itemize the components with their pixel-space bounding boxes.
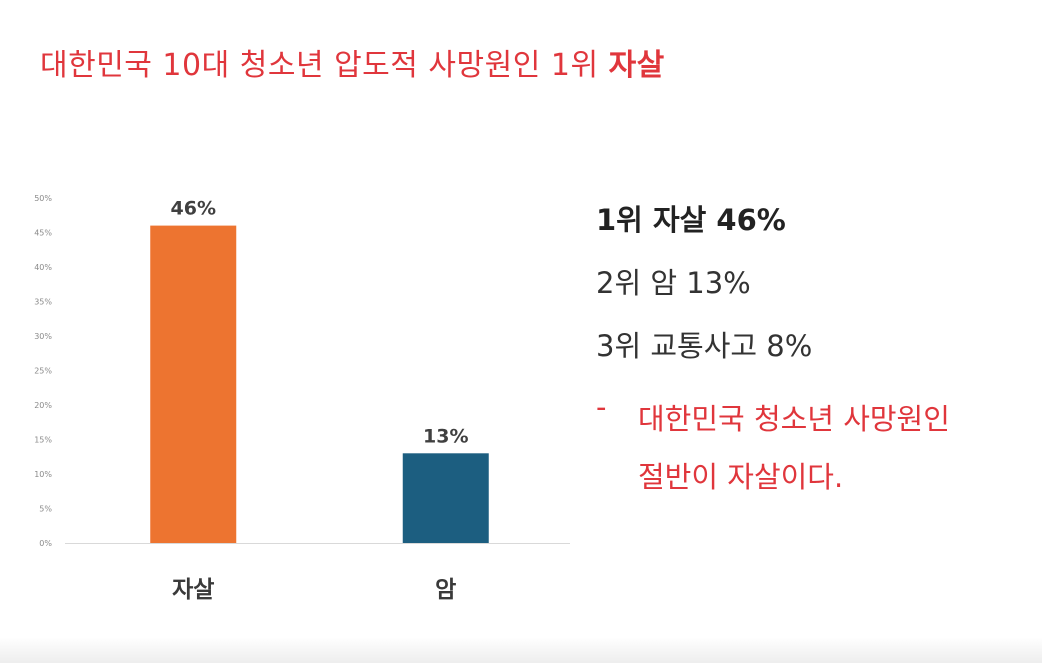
data-label: 13% (423, 425, 468, 447)
y-tick-label: 5% (39, 505, 52, 514)
y-tick-label: 45% (34, 229, 52, 238)
y-tick-label: 10% (34, 470, 52, 479)
y-tick-label: 0% (39, 539, 52, 548)
y-tick-label: 40% (34, 263, 52, 272)
category-label: 자살 (172, 577, 214, 603)
note-line-1: 대한민국 청소년 사망원인 (638, 402, 950, 436)
ranking-list: 1위 자살 46% 2위 암 13% 3위 교통사고 8% (596, 198, 812, 387)
y-tick-label: 50% (34, 194, 52, 203)
bar (402, 453, 489, 543)
rank-item-1: 1위 자살 46% (596, 203, 786, 237)
note-dash: - (596, 390, 607, 424)
rank-item-3: 3위 교통사고 8% (596, 329, 813, 363)
y-tick-label: 20% (34, 401, 52, 410)
rank-item-2: 2위 암 13% (596, 266, 751, 300)
category-label: 암 (435, 577, 456, 603)
y-tick-label: 25% (34, 367, 52, 376)
y-tick-label: 35% (34, 298, 52, 307)
y-tick-label: 30% (34, 332, 52, 341)
slide-title: 대한민국 10대 청소년 압도적 사망원인 1위 자살 (40, 40, 665, 84)
bar (150, 225, 237, 543)
bottom-shadow (0, 637, 1042, 663)
title-emphasis: 자살 (608, 48, 665, 83)
data-label: 46% (171, 198, 216, 220)
title-text: 대한민국 10대 청소년 압도적 사망원인 1위 (40, 48, 609, 83)
bar-chart: 0% 5% 10% 15% 20% 25% 30% 35% 40% 45% 50% 46% 자살 13% 암 (34, 194, 570, 603)
note-text: 대한민국 청소년 사망원인 절반이 자살이다. (638, 390, 978, 506)
note-line-2: 절반이 자살이다. (638, 460, 844, 494)
y-tick-label: 15% (34, 436, 52, 445)
